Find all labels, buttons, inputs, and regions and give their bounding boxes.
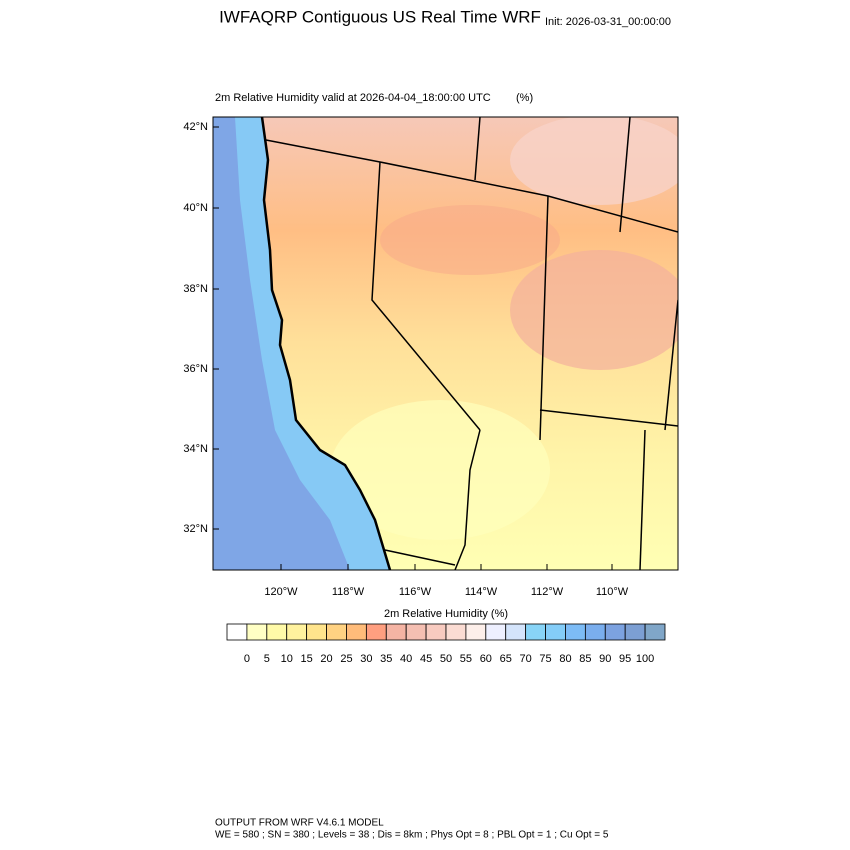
colorbar-label: 10 xyxy=(281,653,293,665)
lon-label: 114°W xyxy=(465,586,498,598)
colorbar-box xyxy=(584,623,606,641)
colorbar-box xyxy=(465,623,487,641)
colorbar-box xyxy=(286,623,308,641)
lon-label: 110°W xyxy=(596,586,629,598)
colorbar-label: 100 xyxy=(636,653,654,665)
colorbar-box xyxy=(405,623,427,641)
colorbar-label: 80 xyxy=(559,653,571,665)
colorbar-label: 95 xyxy=(619,653,631,665)
colorbar-box xyxy=(644,623,666,641)
colorbar-label: 45 xyxy=(420,653,432,665)
lat-label: 32°N xyxy=(183,523,208,535)
colorbar-label: 85 xyxy=(579,653,591,665)
init-time: Init: 2026-03-31_00:00:00 xyxy=(545,16,671,28)
colorbar-box xyxy=(545,623,566,641)
footer-line: WE = 580 ; SN = 380 ; Levels = 38 ; Dis … xyxy=(215,830,609,841)
colorbar-title: 2m Relative Humidity (%) xyxy=(384,608,508,620)
colorbar-label: 20 xyxy=(320,653,332,665)
lon-label: 116°W xyxy=(399,586,432,598)
colorbar-box xyxy=(445,623,467,641)
colorbar-label: 40 xyxy=(400,653,412,665)
lat-label: 34°N xyxy=(183,443,208,455)
dry-region xyxy=(380,205,560,275)
colorbar-label: 70 xyxy=(520,653,532,665)
lat-label: 38°N xyxy=(183,283,208,295)
colorbar-box xyxy=(505,623,527,641)
colorbar-label: 90 xyxy=(599,653,611,665)
lat-label: 36°N xyxy=(183,363,208,375)
dry-region xyxy=(330,400,550,540)
units: (%) xyxy=(516,92,533,104)
colorbar-box xyxy=(246,623,268,641)
moist-region xyxy=(510,117,678,205)
colorbar-box xyxy=(266,623,288,641)
lat-label: 42°N xyxy=(183,121,208,133)
colorbar-box xyxy=(604,623,626,641)
colorbar-box xyxy=(565,623,586,641)
colorbar-box xyxy=(306,623,327,641)
lon-label: 118°W xyxy=(332,586,365,598)
colorbar-box xyxy=(226,623,248,641)
title: IWFAQRP Contiguous US Real Time WRF xyxy=(219,7,541,26)
state-borders xyxy=(265,117,678,570)
footer-line: OUTPUT FROM WRF V4.6.1 MODEL xyxy=(215,818,384,829)
dry-region xyxy=(510,250,678,370)
map-frame xyxy=(212,116,679,571)
colorbar-box xyxy=(525,623,546,641)
subtitle: 2m Relative Humidity valid at 2026-04-04… xyxy=(215,92,491,104)
colorbar-box xyxy=(624,623,646,641)
colorbar-label: 50 xyxy=(440,653,452,665)
deep-ocean xyxy=(213,117,350,570)
colorbar-label: 60 xyxy=(480,653,492,665)
colorbar-label: 35 xyxy=(380,653,392,665)
colorbar-box xyxy=(346,623,367,641)
coastline xyxy=(260,117,392,570)
colorbar-label: 0 xyxy=(244,653,250,665)
colorbar-label: 75 xyxy=(539,653,551,665)
colorbar-box xyxy=(365,623,387,641)
colorbar-label: 65 xyxy=(500,653,512,665)
lon-label: 120°W xyxy=(264,586,298,598)
colorbar-box xyxy=(326,623,347,641)
colorbar-label: 5 xyxy=(264,653,270,665)
colorbar-label: 25 xyxy=(340,653,352,665)
lon-label: 112°W xyxy=(531,586,564,598)
colorbar-box xyxy=(425,623,447,641)
colorbar-label: 15 xyxy=(301,653,313,665)
colorbar-label: 55 xyxy=(460,653,472,665)
axis-ticks: 42°N 40°N 38°N 36°N 34°N 32°N 120°W 118°W 116°W 1… xyxy=(183,121,628,598)
map xyxy=(213,117,678,570)
colorbar-box xyxy=(485,623,507,641)
colorbar: 0 5 10 15 20 25 30 35 40 45 50 55 60 65 70 75 80 85 90 95 10… xyxy=(226,623,666,665)
lat-label: 40°N xyxy=(183,202,208,214)
colorbar-box xyxy=(385,623,407,641)
colorbar-label: 30 xyxy=(360,653,372,665)
